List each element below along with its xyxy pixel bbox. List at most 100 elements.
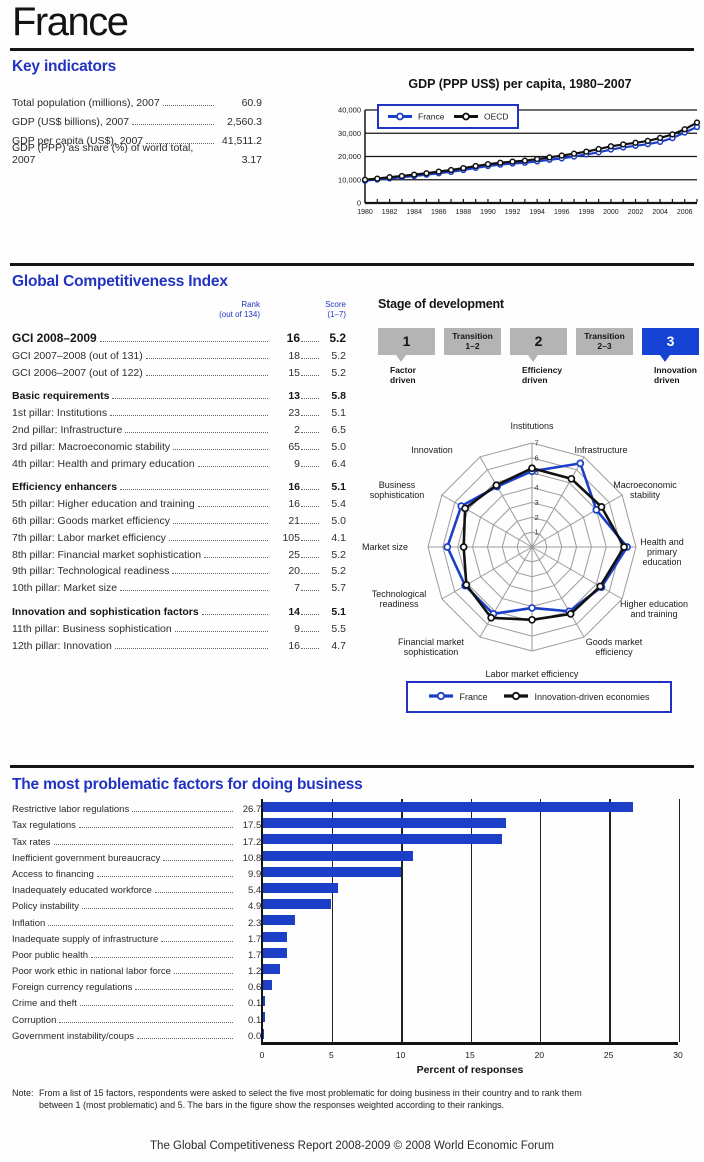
key-indicator-row: GDP per capita (US$), 2007 41,511.2 bbox=[12, 128, 262, 147]
gci-row: Innovation and sophistication factors 14 5… bbox=[12, 601, 346, 618]
factor-bar-row bbox=[263, 896, 678, 912]
radar-data-marker bbox=[492, 481, 501, 490]
radar-axis-label-line: Business bbox=[378, 480, 416, 490]
bar-chart-gridline bbox=[609, 799, 611, 1042]
factor-value: 1.7 bbox=[248, 949, 262, 961]
factor-bar-row bbox=[263, 815, 678, 831]
gdp-data-marker bbox=[484, 161, 492, 168]
factor-bar bbox=[263, 1012, 266, 1023]
legend-france-label: France bbox=[418, 112, 445, 122]
factor-label: Foreign currency regulations bbox=[12, 982, 133, 994]
gdp-xtick-label: 1990 bbox=[480, 209, 496, 216]
gdp-data-marker bbox=[570, 150, 578, 157]
radar-spoke bbox=[531, 456, 585, 548]
factor-value: 5.4 bbox=[248, 885, 262, 897]
radar-data-marker bbox=[459, 543, 468, 551]
gci-row-label: 2nd pillar: Infrastructure bbox=[12, 423, 123, 436]
footnote: Note: From a list of 15 factors, respond… bbox=[12, 1088, 652, 1111]
rank-header-line1: Rank bbox=[241, 300, 260, 309]
report-footer: The Global Competitiveness Report 2008-2… bbox=[150, 1140, 554, 1152]
gci-row-rank: 7 bbox=[294, 582, 300, 595]
radar-legend-ide-label: Innovation-driven economies bbox=[534, 692, 650, 702]
factors-x-axis: 0 5 10 15 20 25 30 bbox=[260, 1050, 683, 1062]
gci-row-rank: 16 bbox=[288, 481, 300, 494]
legend-oecd-marker bbox=[462, 112, 470, 121]
key-indicator-row: GDP (PPP) as share (%) of world total, 2… bbox=[12, 142, 262, 166]
factor-bar-row bbox=[263, 880, 678, 896]
gdp-data-marker bbox=[374, 175, 381, 182]
divider-rule bbox=[10, 263, 694, 266]
gci-row-rank: 9 bbox=[294, 457, 300, 470]
dotted-leader bbox=[174, 630, 268, 632]
gci-row-rank: 15 bbox=[288, 366, 300, 379]
gdp-ytick-label: 20,000 bbox=[338, 152, 361, 161]
radar-data-marker bbox=[443, 543, 452, 551]
stage-box-2: Transition 1–2 bbox=[444, 328, 501, 355]
dotted-leader bbox=[173, 973, 234, 975]
legend-france-marker bbox=[396, 112, 404, 121]
dotted-leader bbox=[146, 143, 214, 144]
gdp-xtick-label: 1992 bbox=[505, 209, 521, 216]
factor-label: Tax rates bbox=[12, 836, 51, 848]
dotted-leader bbox=[301, 374, 319, 376]
dotted-leader bbox=[114, 647, 268, 649]
radar-spoke bbox=[479, 456, 533, 548]
gci-row-score: 5.2 bbox=[331, 548, 346, 561]
radar-axis-label-line: sophistication bbox=[403, 647, 459, 657]
radar-data-marker bbox=[528, 464, 536, 473]
stage-label-line: driven bbox=[654, 374, 680, 385]
factors-labels-column: Restrictive labor regulations 26.7 Tax reg… bbox=[12, 799, 261, 1045]
gdp-xtick-label: 1988 bbox=[456, 209, 472, 216]
dotted-leader bbox=[145, 374, 268, 376]
factor-label-row: Poor public health 1.7 bbox=[12, 945, 261, 961]
gci-row-label: 4th pillar: Health and primary education bbox=[12, 457, 195, 470]
gci-row-label: Efficiency enhancers bbox=[12, 481, 118, 494]
gdp-xtick-label: 1982 bbox=[382, 209, 398, 216]
gci-row-label: GCI 2007–2008 (out of 131) bbox=[12, 349, 143, 362]
bar-chart-gridline bbox=[401, 799, 403, 1042]
key-indicator-row: GDP (US$ billions), 2007 2,560.3 bbox=[12, 109, 262, 128]
stage-box-5: 3 bbox=[642, 328, 699, 355]
factor-bar-row bbox=[263, 929, 678, 945]
stage-box-text: Transition bbox=[452, 331, 493, 341]
factor-bar-row bbox=[263, 977, 678, 993]
gci-row-label: 11th pillar: Business sophistication bbox=[12, 622, 172, 635]
radar-axis-label-line: Financial market bbox=[397, 637, 465, 647]
gci-row-rank: 18 bbox=[288, 349, 300, 362]
factor-label-row: Poor work ethic in national labor force 1… bbox=[12, 961, 261, 977]
factor-label: Inflation bbox=[12, 917, 46, 929]
factor-label: Restrictive labor regulations bbox=[12, 804, 130, 816]
factor-value: 0.1 bbox=[248, 1014, 262, 1026]
gci-row-rank: 13 bbox=[288, 390, 300, 403]
dotted-leader bbox=[301, 590, 319, 592]
factor-value: 4.9 bbox=[248, 901, 262, 913]
divider-rule bbox=[10, 48, 694, 51]
radar-axis-label: Health and primary education bbox=[640, 537, 684, 567]
factor-bar-row bbox=[263, 961, 678, 977]
dotted-leader bbox=[53, 843, 234, 845]
radar-data-marker bbox=[620, 543, 628, 551]
radar-axis-label-line: Macroeconomic bbox=[613, 480, 677, 490]
gci-table-header: Rank (out of 134) Score (1–7) bbox=[12, 300, 346, 319]
factor-bar bbox=[263, 850, 413, 861]
key-indicator-value: 3.17 bbox=[241, 154, 262, 166]
gci-row-rank: 9 bbox=[294, 622, 300, 635]
gci-row: 4th pillar: Health and primary education… bbox=[12, 453, 346, 470]
gci-heading: Global Competitiveness Index bbox=[12, 273, 228, 290]
factor-label: Poor public health bbox=[12, 949, 89, 961]
stage-label: Innovation driven bbox=[654, 365, 697, 385]
page-title: France bbox=[12, 0, 129, 44]
dotted-leader bbox=[301, 573, 319, 575]
factor-bar bbox=[263, 996, 266, 1007]
gdp-xtick-label: 1998 bbox=[579, 209, 595, 216]
dotted-leader bbox=[110, 415, 268, 417]
gdp-xtick-label: 1994 bbox=[529, 209, 545, 216]
key-indicator-value: 2,560.3 bbox=[226, 116, 262, 128]
radar-axis-label-line: Health and bbox=[640, 537, 684, 547]
dotted-leader bbox=[301, 431, 319, 433]
dotted-leader bbox=[301, 489, 319, 491]
factor-value: 17.5 bbox=[242, 820, 262, 832]
dotted-leader bbox=[301, 465, 319, 467]
legend-marker-svg bbox=[429, 691, 454, 701]
dotted-leader bbox=[301, 630, 319, 632]
